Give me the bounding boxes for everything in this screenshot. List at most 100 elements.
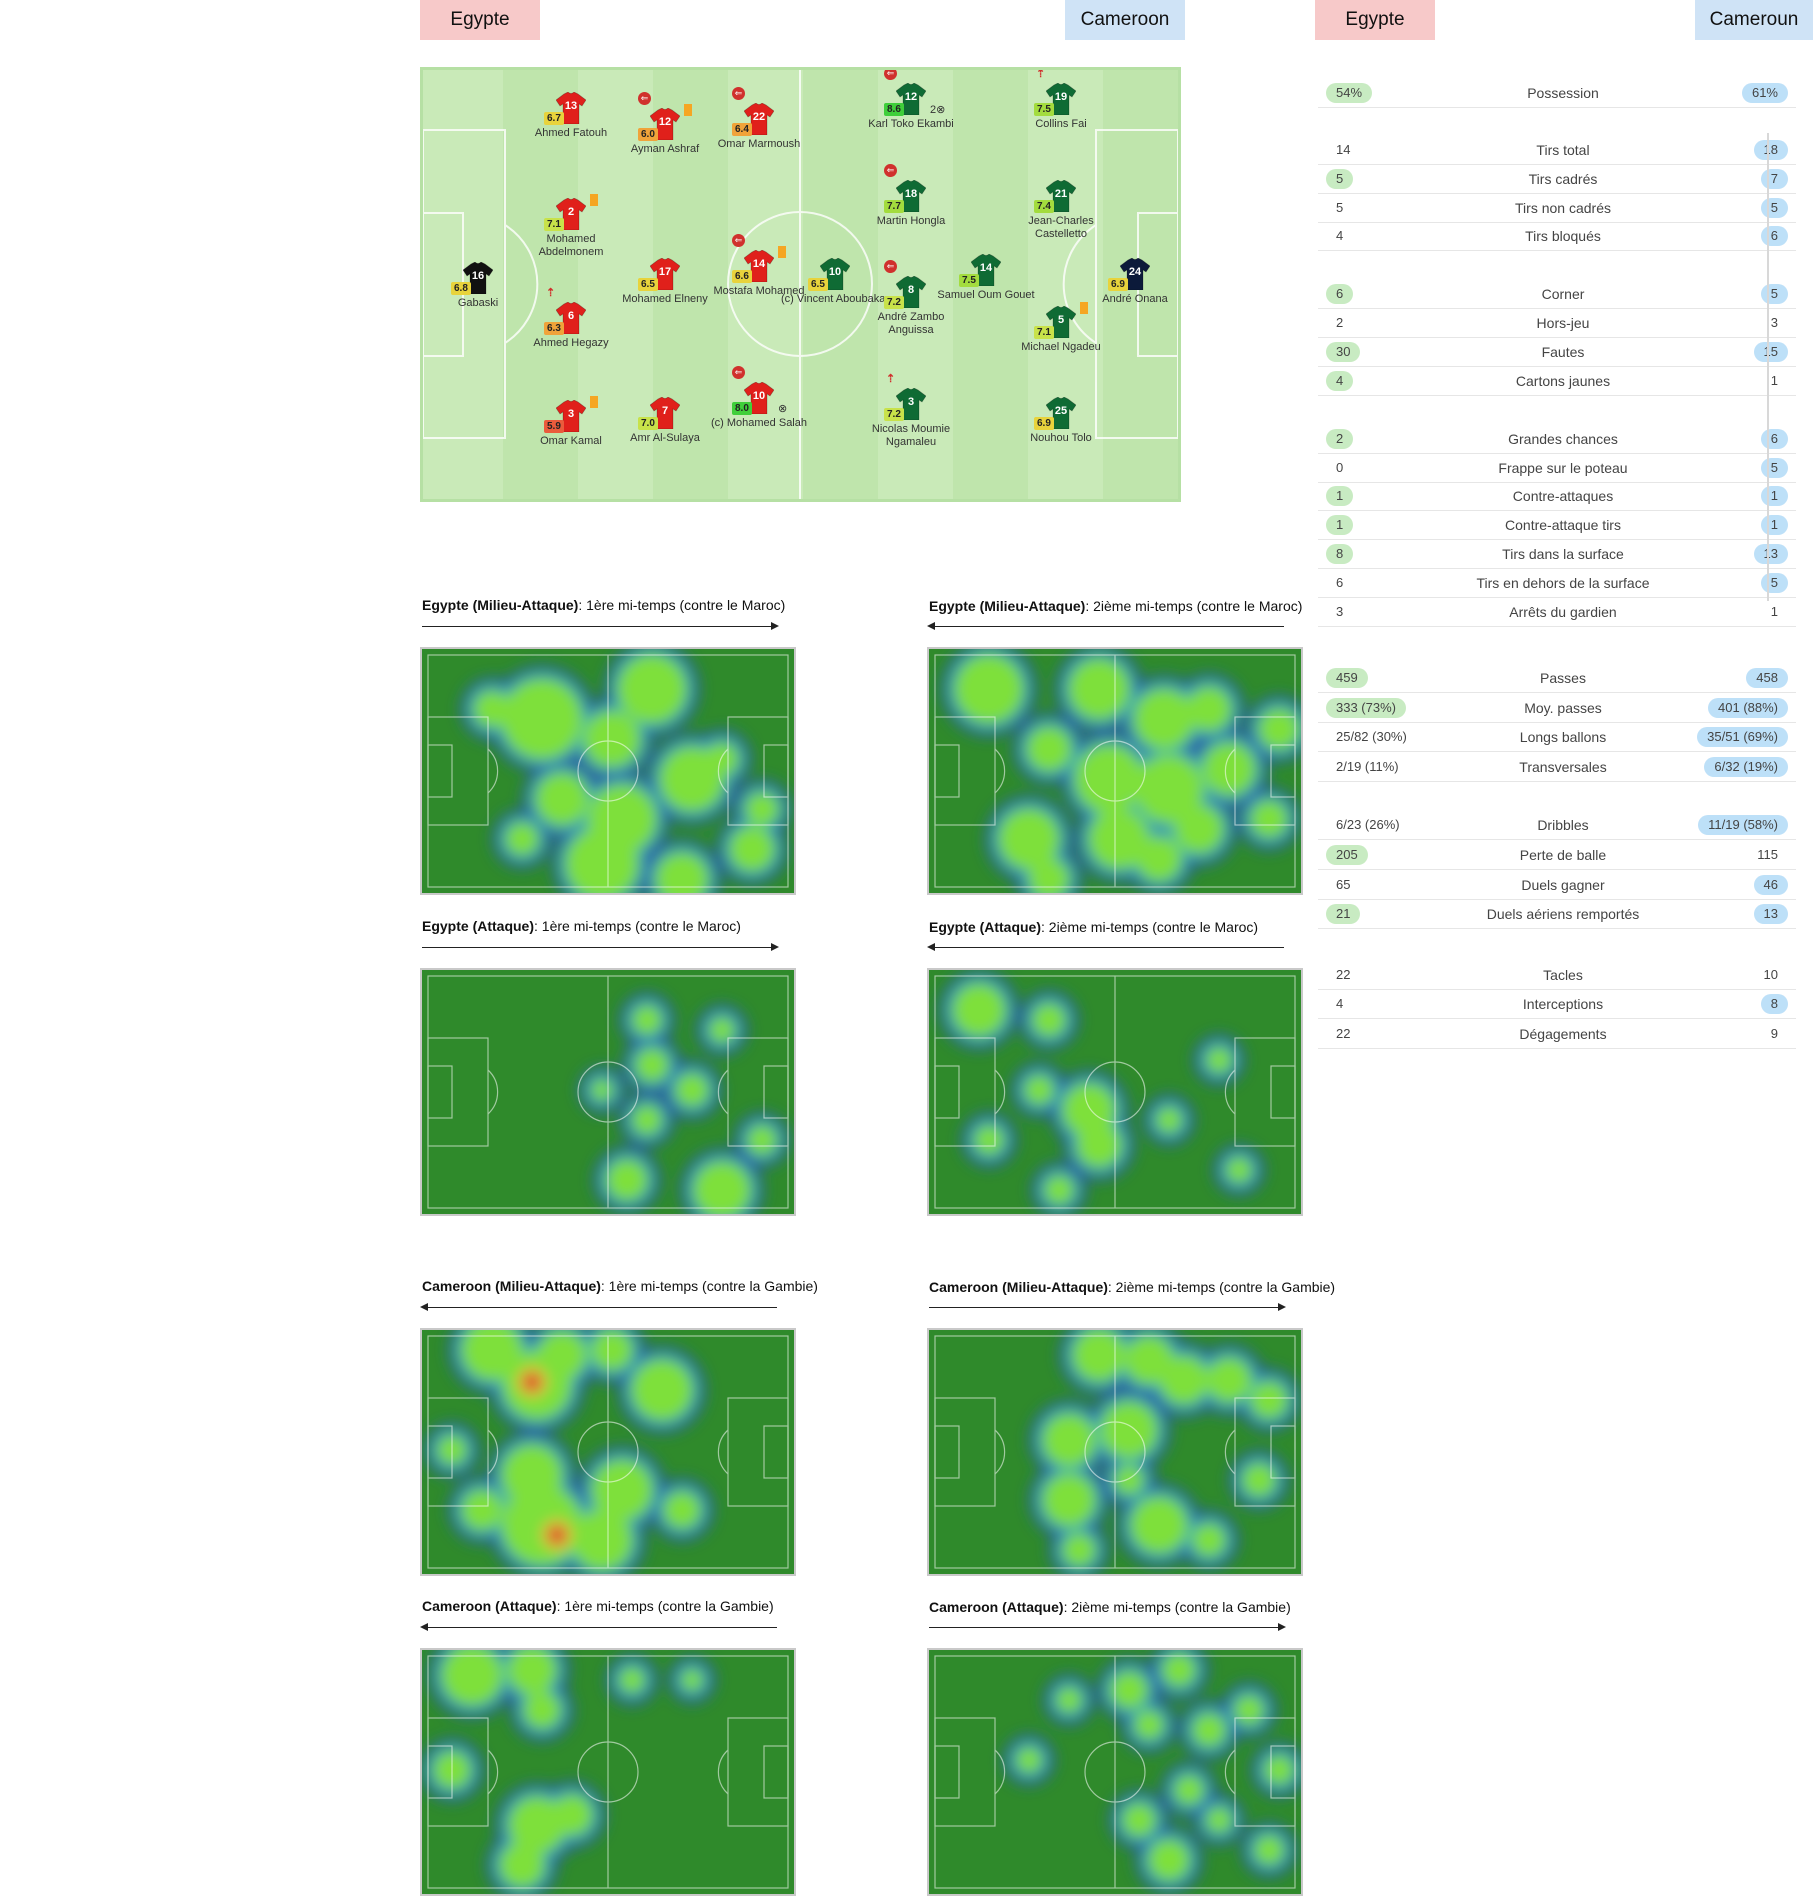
heatmap-period: : 2ième mi-temps (contre le Maroc) [1085, 598, 1303, 614]
shirt-number: 22 [752, 111, 766, 123]
stat-away-value: 5 [1760, 198, 1788, 218]
shirt-number: 12 [904, 91, 918, 103]
stat-away-value: 6 [1760, 429, 1788, 449]
stat-label: Tirs total [1536, 142, 1590, 158]
heatmap-period: : 2ième mi-temps (contre la Gambie) [1063, 1599, 1291, 1615]
stat-label: Arrêts du gardien [1509, 604, 1617, 620]
player-away-5[interactable]: 14 7.5 Samuel Oum Gouet [931, 254, 1041, 302]
stat-row: 30 Fautes 15 [1318, 338, 1796, 367]
player-home-3[interactable]: 6 6.3 ⇡ Ahmed Hegazy [516, 287, 626, 350]
stat-row: 22 Tacles 10 [1318, 961, 1796, 990]
player-away-6[interactable]: 19 7.5 ⇡ Collins Fai [1006, 70, 1116, 131]
player-home-0[interactable]: 16 6.8 Gabaski [423, 262, 533, 310]
player-rating: 6.9 [1034, 417, 1054, 430]
player-away-7[interactable]: 21 7.4 Jean-Charles Castelletto [1006, 180, 1116, 241]
stat-home-value: 6/23 (26%) [1336, 817, 1400, 832]
shirt-number: 6 [567, 310, 575, 322]
player-away-10[interactable]: 24 6.9 André Onana [1080, 258, 1178, 306]
player-away-9[interactable]: 25 6.9 Nouhou Tolo [1006, 397, 1116, 445]
player-home-1[interactable]: 13 6.7 Ahmed Fatouh [516, 92, 626, 140]
player-name: Mohamed Abdelmonem [538, 233, 604, 258]
direction-arrow-icon [420, 1303, 777, 1311]
yellow-card-icon [1080, 302, 1088, 314]
stat-away-value: 46 [1753, 875, 1788, 895]
stat-row: 65 Duels gagner 46 [1318, 871, 1796, 900]
stat-label: Dribbles [1537, 817, 1589, 833]
stat-home-value: 54% [1326, 83, 1373, 103]
stat-away-value: 13 [1753, 904, 1788, 924]
stat-home-value: 2 [1336, 315, 1344, 330]
stat-row: 0 Frappe sur le poteau 5 [1318, 454, 1796, 483]
stat-home-value: 5 [1326, 169, 1354, 189]
player-rating: 7.2 [884, 296, 904, 309]
heatmap-pitch [420, 1328, 796, 1576]
player-away-2[interactable]: 18 7.7 ⇐ Martin Hongla [856, 164, 966, 228]
stat-away-value: 18 [1753, 140, 1788, 160]
shirt-number: 17 [658, 266, 672, 278]
stat-away-value: 5 [1760, 284, 1788, 304]
player-home-10[interactable]: 10 8.0 ⇐ ⊗ (c) Mohamed Salah [704, 366, 814, 430]
direction-arrow-icon [420, 1623, 777, 1631]
stat-row: 5 Tirs non cadrés 5 [1318, 194, 1796, 223]
player-rating: 5.9 [544, 420, 564, 433]
yellow-card-icon [590, 396, 598, 408]
stat-away-value: 61% [1741, 83, 1788, 103]
heatmap-period: : 1ère mi-temps (contre la Gambie) [556, 1598, 774, 1614]
stat-label: Contre-attaque tirs [1505, 517, 1621, 533]
player-home-8[interactable]: 22 6.4 ⇐ Omar Marmoush [704, 87, 814, 151]
player-home-5[interactable]: 12 6.0 ⇐ Ayman Ashraf [610, 92, 720, 156]
player-name: (c) Vincent Aboubakar [780, 293, 890, 305]
player-home-2[interactable]: 2 7.1 Mohamed Abdelmonem [516, 194, 626, 259]
stat-row: 2 Grandes chances 6 [1318, 425, 1796, 454]
yellow-card-icon [684, 104, 692, 116]
stat-label: Passes [1540, 670, 1586, 686]
stat-home-value: 4 [1336, 996, 1344, 1011]
stat-home-value: 8 [1326, 544, 1354, 564]
direction-arrow-icon [929, 1303, 1286, 1311]
player-away-0[interactable]: 10 6.5 (c) Vincent Aboubakar [780, 258, 890, 306]
lineup-pitch: 16 6.8 Gabaski 13 6.7 Ahmed Fatouh 2 7.1 Mohamed… [420, 67, 1181, 502]
heatmap-title: Cameroon (Attaque): 2ième mi-temps (cont… [929, 1599, 1291, 1615]
player-rating: 6.0 [638, 128, 658, 141]
heatmap-period: : 2ième mi-temps (contre le Maroc) [1041, 919, 1259, 935]
stat-away-value: 11/19 (58%) [1698, 815, 1788, 835]
stat-row: 8 Tirs dans la surface 13 [1318, 540, 1796, 569]
heatmap-title: Egypte (Attaque): 1ère mi-temps (contre … [422, 918, 741, 934]
player-home-6[interactable]: 17 6.5 Mohamed Elneny [610, 258, 720, 306]
stat-label: Hors-jeu [1536, 315, 1590, 331]
player-name: Samuel Oum Gouet [937, 289, 1035, 301]
stat-home-value: 6 [1336, 575, 1344, 590]
stat-away-value: 6/32 (19%) [1704, 757, 1788, 777]
heatmap-pitch [420, 1648, 796, 1896]
stat-home-value: 22 [1336, 1026, 1351, 1041]
heatmap-team: Egypte (Milieu-Attaque) [929, 598, 1086, 614]
shirt-number: 5 [1057, 314, 1065, 326]
player-away-8[interactable]: 5 7.1 Michael Ngadeu [1006, 302, 1116, 354]
player-rating: 7.2 [884, 408, 904, 421]
player-home-4[interactable]: 3 5.9 Omar Kamal [516, 396, 626, 448]
player-home-7[interactable]: 7 7.0 Amr Al-Sulaya [610, 397, 720, 445]
stat-home-value: 6 [1326, 284, 1354, 304]
stat-away-value: 115 [1757, 847, 1778, 862]
shirt-number: 8 [907, 284, 915, 296]
stat-row: 3 Arrêts du gardien 1 [1318, 598, 1796, 627]
player-away-1[interactable]: 12 8.6 ⇐ 2⊗ Karl Toko Ekambi [856, 70, 966, 131]
stat-row: 205 Perte de balle 115 [1318, 841, 1796, 870]
stat-home-value: 25/82 (30%) [1336, 729, 1407, 744]
heatmap-pitch [420, 647, 796, 895]
player-name: Collins Fai [1035, 118, 1087, 130]
player-rating: 8.6 [884, 103, 904, 116]
player-away-4[interactable]: 3 7.2 ⇡ Nicolas Moumie Ngamaleu [856, 373, 966, 449]
heatmap-pitch [927, 647, 1303, 895]
shirt-number: 12 [658, 116, 672, 128]
stat-label: Longs ballons [1519, 729, 1607, 745]
stat-label: Tirs en dehors de la surface [1476, 575, 1650, 591]
stat-label: Frappe sur le poteau [1498, 460, 1628, 476]
stat-away-value: 8 [1760, 994, 1788, 1014]
stat-away-value: 1 [1760, 486, 1788, 506]
player-home-9[interactable]: 14 6.6 ⇐ Mostafa Mohamed [704, 234, 814, 298]
stat-label: Duels aériens remportés [1486, 906, 1640, 922]
substitution-out-icon: ⇐ [884, 164, 897, 177]
yellow-card-icon [590, 194, 598, 206]
player-away-3[interactable]: 8 7.2 ⇐ André Zambo Anguissa [856, 260, 966, 337]
